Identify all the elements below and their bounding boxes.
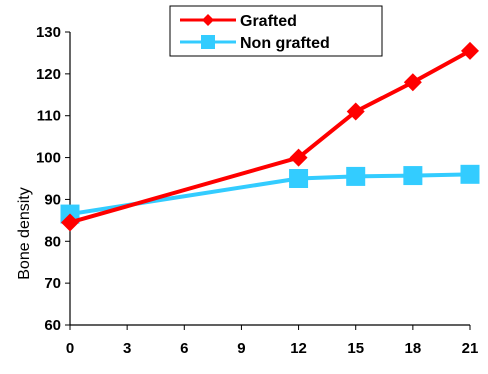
x-tick-label: 18 xyxy=(405,340,422,357)
y-tick-label: 100 xyxy=(36,150,61,167)
legend-marker xyxy=(201,35,215,49)
y-tick-label: 110 xyxy=(37,108,61,125)
x-axis-ticks: 0 3 6 9 12 15 18 21 xyxy=(66,325,479,357)
x-tick-label: 21 xyxy=(462,340,479,357)
data-point xyxy=(346,166,366,186)
axes xyxy=(69,32,470,326)
data-point xyxy=(461,41,479,60)
data-point xyxy=(289,148,308,167)
x-tick-label: 0 xyxy=(66,340,74,357)
y-tick-label: 130 xyxy=(36,24,61,41)
data-point xyxy=(403,166,423,186)
y-tick-label: 90 xyxy=(44,191,61,208)
legend-item: Grafted xyxy=(180,13,297,30)
legend-marker xyxy=(202,14,214,26)
x-tick-label: 15 xyxy=(347,340,364,357)
data-point xyxy=(460,164,480,184)
y-axis-ticks: 60 70 80 90 100 110 120 130 xyxy=(36,24,70,334)
y-tick-label: 120 xyxy=(36,66,61,83)
series-non-grafted xyxy=(60,164,480,224)
legend-item: Non grafted xyxy=(180,35,330,52)
y-tick-label: 80 xyxy=(44,233,61,250)
data-point xyxy=(346,102,365,121)
legend: Grafted Non grafted xyxy=(169,5,383,57)
x-tick-label: 3 xyxy=(123,340,131,357)
data-point xyxy=(289,169,309,188)
x-tick-label: 12 xyxy=(290,340,307,357)
series-layer xyxy=(60,41,480,232)
legend-label: Non grafted xyxy=(240,35,330,52)
y-tick-label: 70 xyxy=(44,275,61,292)
legend-label: Grafted xyxy=(240,13,297,30)
x-tick-label: 9 xyxy=(237,340,245,357)
y-tick-label: 60 xyxy=(44,317,61,334)
y-axis-label: Bone density xyxy=(16,187,33,280)
series-grafted xyxy=(61,41,479,232)
data-point xyxy=(61,213,79,232)
x-tick-label: 6 xyxy=(180,340,188,357)
data-point xyxy=(403,73,422,92)
